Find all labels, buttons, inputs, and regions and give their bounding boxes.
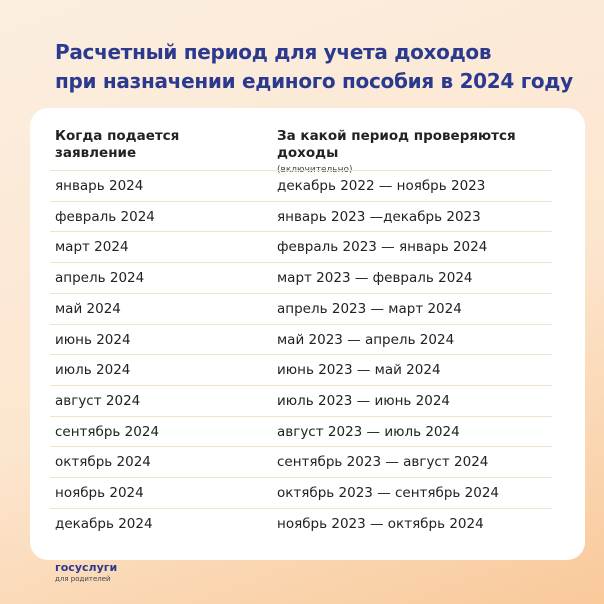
title: при назначении единого пособия в 2024 го…	[55, 69, 573, 93]
logo: госуслуги	[55, 561, 118, 574]
table-cell: сентябрь 2023 — август 2024	[277, 454, 489, 471]
row-separator	[50, 170, 552, 171]
column-header-label: За какой период проверяются доходы	[277, 128, 516, 161]
table-cell: декабрь 2022 — ноябрь 2023	[277, 178, 486, 194]
table-cell: август 2023 — июль 2024	[277, 423, 460, 440]
table-cell: январь 2023 —декабрь 2023	[277, 208, 481, 225]
table-cell: май 2024	[55, 300, 121, 317]
table-cell: октябрь 2023 — сентябрь 2024	[277, 485, 500, 501]
table-cell: ноябрь 2023 — октябрь 2024	[277, 515, 484, 532]
table-cell: октябрь 2024	[55, 454, 151, 471]
table-cell: июнь 2023 — май 2024	[277, 362, 441, 379]
row-separator	[50, 200, 552, 202]
table-cell: февраль 2024	[55, 208, 155, 225]
table-cell: август 2024	[55, 392, 141, 409]
table-cell: апрель 2023 — март 2024	[277, 300, 462, 317]
logo-subtitle: для родителей	[55, 575, 111, 583]
row-separator	[50, 323, 552, 325]
table-cell: май 2023 — апрель 2024	[277, 331, 455, 348]
row-separator	[50, 262, 552, 264]
row-separator	[50, 477, 552, 478]
row-separator	[50, 231, 552, 233]
table-cell: март 2024	[55, 239, 129, 256]
title: Расчетный период для учета доходов	[55, 40, 492, 64]
table-cell: ноябрь 2024	[55, 485, 144, 501]
table-cell: июль 2024	[55, 362, 131, 379]
row-separator	[50, 507, 552, 509]
table-cell: декабрь 2024	[55, 515, 153, 532]
table-cell: март 2023 — февраль 2024	[277, 270, 473, 287]
row-separator	[50, 384, 552, 386]
column-header: Когда подается заявление	[55, 128, 180, 161]
table-cell: сентябрь 2024	[55, 423, 160, 440]
table-cell: январь 2024	[55, 178, 144, 194]
table-cell: июнь 2024	[55, 331, 131, 348]
row-separator	[50, 446, 552, 448]
table-cell: июль 2023 — июнь 2024	[277, 392, 451, 409]
table-cell: февраль 2023 — январь 2024	[277, 239, 488, 256]
row-separator	[50, 292, 552, 294]
table-card: Когда подается заявление За какой период…	[30, 108, 585, 560]
table-cell: апрель 2024	[55, 270, 145, 287]
row-separator	[50, 415, 552, 417]
column-header: За какой период проверяются доходы (вклю…	[277, 128, 567, 179]
row-separator	[50, 354, 552, 356]
